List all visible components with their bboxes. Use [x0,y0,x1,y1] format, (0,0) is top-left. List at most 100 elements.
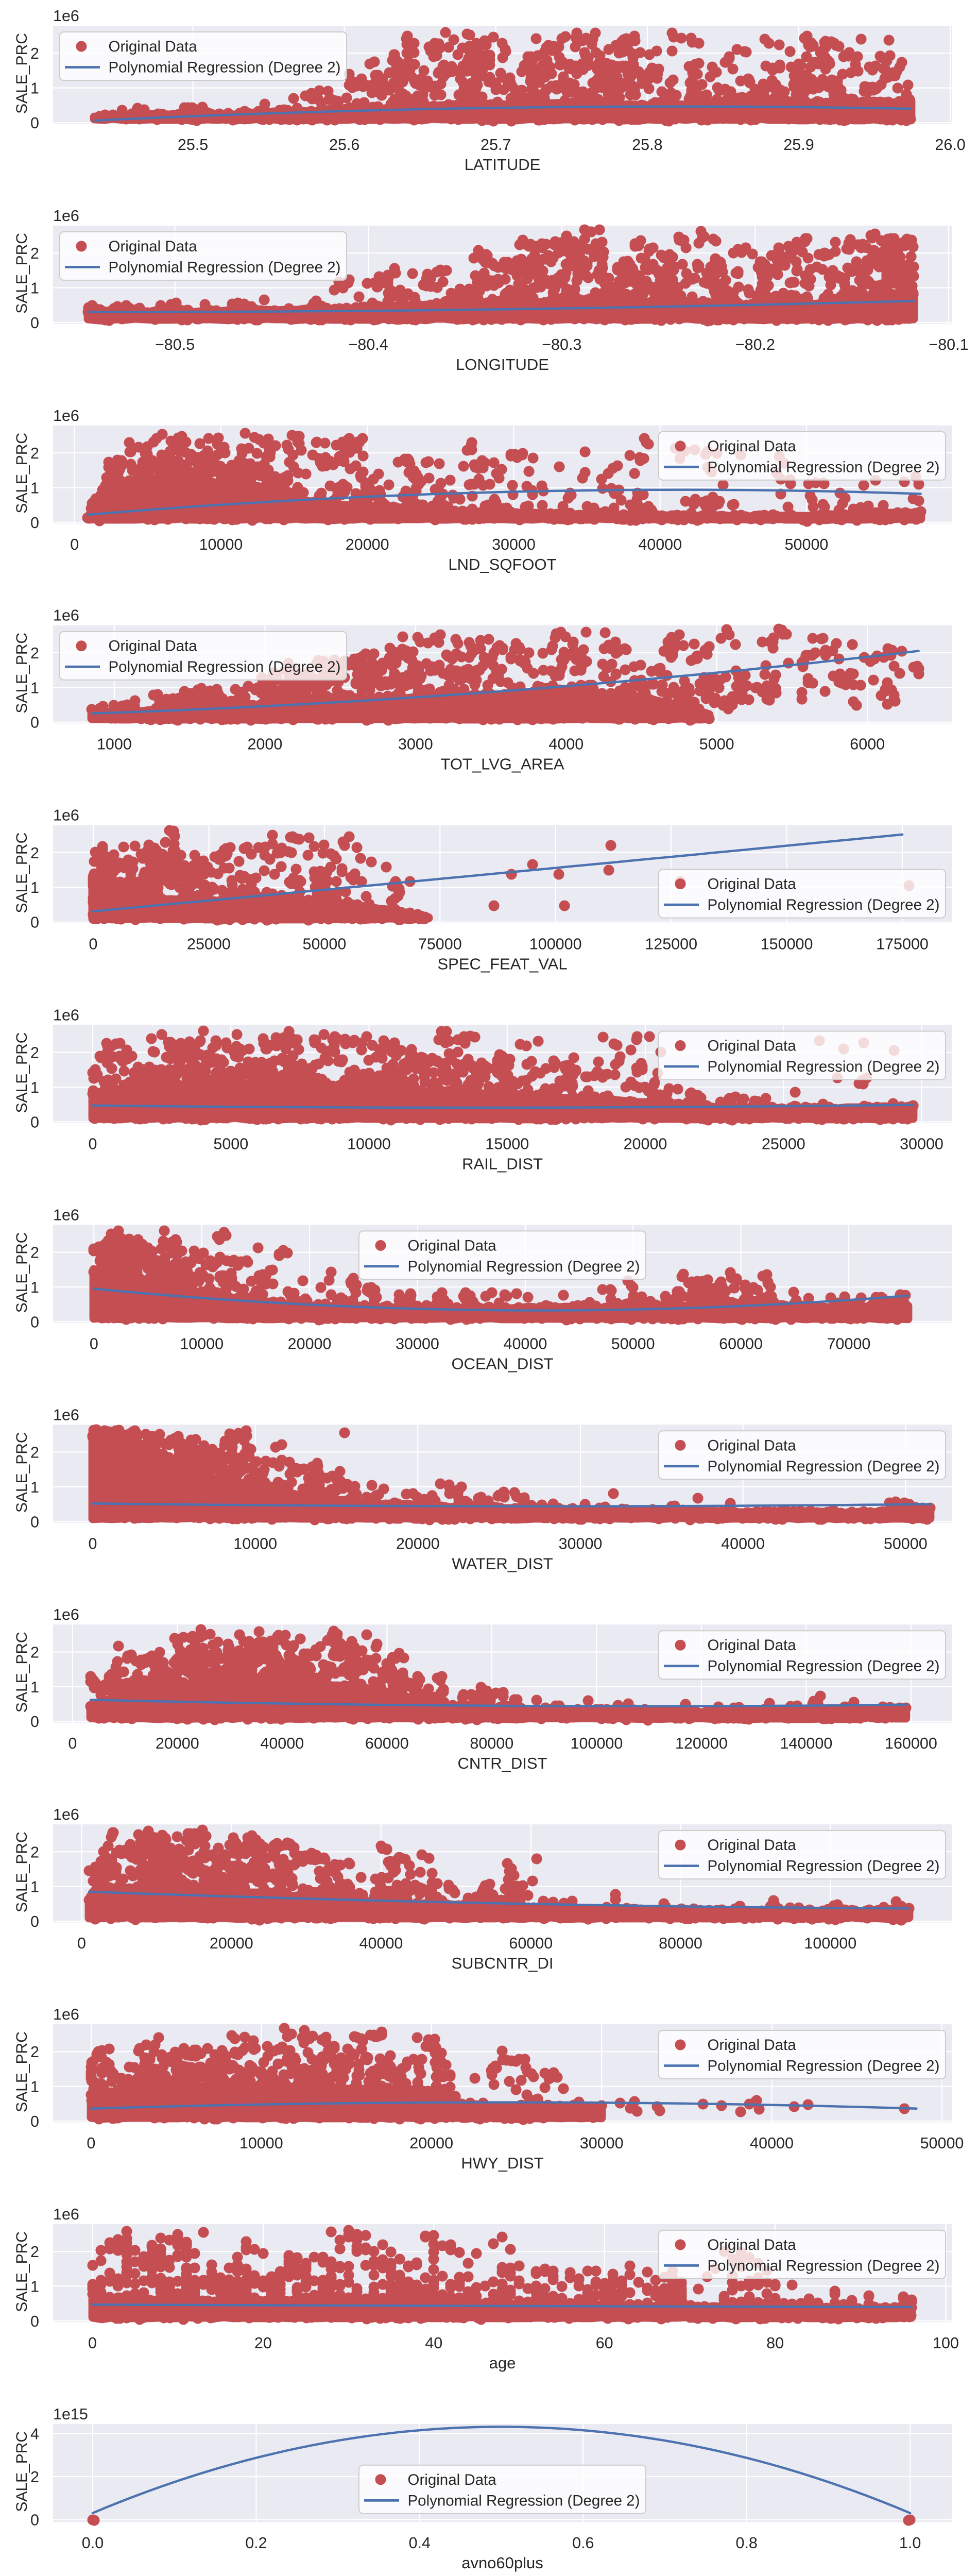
svg-text:RAIL_DIST: RAIL_DIST [462,1155,543,1173]
svg-text:0: 0 [77,1935,86,1952]
svg-text:30000: 30000 [492,536,536,553]
svg-text:2: 2 [30,1044,39,1062]
svg-text:Original Data: Original Data [708,876,797,893]
svg-text:80000: 80000 [659,1935,702,1952]
svg-text:0: 0 [30,314,39,332]
svg-text:Polynomial Regression (Degree: Polynomial Regression (Degree 2) [708,1858,940,1875]
svg-text:Original Data: Original Data [708,1637,797,1654]
svg-text:20000: 20000 [396,1535,440,1552]
svg-text:1e6: 1e6 [53,1606,79,1623]
svg-text:1: 1 [30,479,39,497]
svg-text:1: 1 [30,1079,39,1096]
svg-text:0: 0 [70,536,79,553]
svg-text:SALE_PRC: SALE_PRC [13,233,30,314]
svg-text:Original Data: Original Data [408,1237,497,1254]
svg-text:40000: 40000 [721,1535,765,1552]
svg-text:30000: 30000 [580,2134,624,2152]
svg-text:60000: 60000 [719,1335,763,1352]
svg-text:Polynomial Regression (Degree: Polynomial Regression (Degree 2) [708,1458,940,1475]
svg-text:100: 100 [933,2334,959,2352]
svg-text:100000: 100000 [804,1935,856,1952]
svg-text:30000: 30000 [559,1535,603,1552]
svg-text:1: 1 [30,679,39,697]
svg-text:SALE_PRC: SALE_PRC [13,1632,30,1713]
svg-text:50000: 50000 [302,936,346,953]
svg-text:SALE_PRC: SALE_PRC [13,1832,30,1912]
svg-text:175000: 175000 [876,936,929,953]
svg-text:0: 0 [30,2113,39,2130]
svg-text:10000: 10000 [180,1335,224,1352]
svg-text:1: 1 [30,1878,39,1896]
svg-text:140000: 140000 [780,1735,833,1752]
svg-text:0: 0 [68,1735,77,1752]
svg-text:1: 1 [30,1479,39,1496]
svg-text:120000: 120000 [675,1735,728,1752]
svg-text:SALE_PRC: SALE_PRC [13,1032,30,1113]
svg-text:1: 1 [30,2278,39,2296]
svg-text:10000: 10000 [239,2134,283,2152]
svg-text:0.4: 0.4 [409,2534,431,2552]
svg-text:50000: 50000 [920,2134,964,2152]
svg-text:0: 0 [30,1313,39,1331]
svg-text:0: 0 [89,1136,97,1153]
svg-text:30000: 30000 [900,1136,943,1153]
svg-text:Polynomial Regression (Degree: Polynomial Regression (Degree 2) [708,1058,940,1075]
svg-text:0: 0 [30,1513,39,1531]
svg-text:40000: 40000 [503,1335,547,1352]
svg-text:2: 2 [30,1244,39,1262]
svg-text:Original Data: Original Data [708,2236,797,2253]
svg-text:3000: 3000 [398,736,433,753]
svg-text:2: 2 [30,45,39,62]
svg-text:WATER_DIST: WATER_DIST [452,1554,553,1572]
svg-text:4: 4 [30,2426,39,2443]
svg-text:40000: 40000 [638,536,682,553]
svg-text:20000: 20000 [156,1735,199,1752]
svg-text:25.8: 25.8 [632,136,662,154]
svg-text:6000: 6000 [850,736,885,753]
svg-text:LONGITUDE: LONGITUDE [456,355,549,374]
svg-text:Original Data: Original Data [109,638,198,655]
svg-text:50000: 50000 [785,536,829,553]
svg-text:Polynomial Regression (Degree: Polynomial Regression (Degree 2) [109,59,341,76]
svg-text:26.0: 26.0 [935,136,965,154]
svg-text:40000: 40000 [359,1935,403,1952]
svg-text:1e6: 1e6 [53,2006,79,2023]
svg-text:−80.3: −80.3 [542,336,581,353]
svg-text:0: 0 [89,936,98,953]
svg-text:SALE_PRC: SALE_PRC [13,833,30,913]
svg-text:Original Data: Original Data [408,2471,497,2488]
svg-text:2: 2 [30,1643,39,1661]
svg-text:30000: 30000 [396,1335,439,1352]
svg-text:25000: 25000 [187,936,231,953]
svg-text:CNTR_DIST: CNTR_DIST [458,1754,547,1772]
svg-text:1.0: 1.0 [899,2534,921,2552]
svg-text:avno60plus: avno60plus [461,2554,543,2572]
svg-text:0: 0 [89,1535,97,1552]
svg-text:80000: 80000 [470,1735,513,1752]
svg-text:0: 0 [30,2313,39,2330]
svg-text:20000: 20000 [409,2134,453,2152]
svg-text:1: 1 [30,80,39,97]
svg-text:15000: 15000 [485,1136,529,1153]
svg-text:0: 0 [30,1114,39,1131]
svg-text:Polynomial Regression (Degree: Polynomial Regression (Degree 2) [408,1258,640,1275]
svg-text:1e6: 1e6 [53,1406,79,1423]
svg-text:10000: 10000 [233,1535,277,1552]
svg-text:40000: 40000 [260,1735,304,1752]
svg-text:150000: 150000 [761,936,813,953]
svg-text:80: 80 [766,2334,784,2352]
svg-text:0: 0 [30,114,39,132]
svg-text:1e6: 1e6 [53,1206,79,1224]
svg-text:1e6: 1e6 [53,1007,79,1024]
svg-text:60: 60 [596,2334,613,2352]
svg-text:0: 0 [88,2334,97,2352]
svg-text:SALE_PRC: SALE_PRC [13,2231,30,2312]
svg-text:SALE_PRC: SALE_PRC [13,33,30,114]
svg-text:SALE_PRC: SALE_PRC [13,1232,30,1313]
svg-text:2: 2 [30,445,39,462]
svg-text:Polynomial Regression (Degree: Polynomial Regression (Degree 2) [708,1658,940,1675]
svg-text:SPEC_FEAT_VAL: SPEC_FEAT_VAL [437,955,567,973]
svg-text:50000: 50000 [884,1535,928,1552]
svg-text:1: 1 [30,1279,39,1296]
svg-text:0: 0 [30,1713,39,1731]
